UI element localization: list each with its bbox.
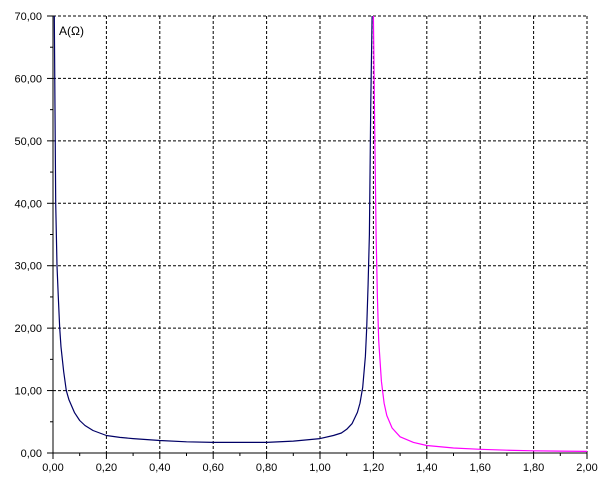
series-line-2 [372,15,588,452]
series-lines [53,15,588,452]
x-tick-label: 0,80 [256,462,277,474]
x-tick-label: 0,00 [42,462,63,474]
x-tick-label: 2,00 [576,462,597,474]
axes [47,15,588,459]
x-tick-label: 1,80 [523,462,544,474]
tick-labels: 0,00 0,20 0,40 0,60 0,80 1,00 1,20 1,40 1,60 1,80… [14,11,597,474]
y-tick-label: 70,00 [14,11,42,23]
y-tick-label: 0,00 [21,448,42,460]
minor-ticks [50,46,561,456]
x-tick-label: 1,40 [416,462,437,474]
y-tick-label: 50,00 [14,136,42,148]
x-tick-label: 1,60 [469,462,490,474]
x-tick-label: 0,40 [149,462,170,474]
grid-lines [53,15,588,453]
y-tick-label: 10,00 [14,386,42,398]
y-tick-label: 30,00 [14,261,42,273]
x-tick-label: 1,20 [363,462,384,474]
y-tick-label: 40,00 [14,198,42,210]
x-tick-label: 1,00 [309,462,330,474]
x-tick-label: 0,20 [96,462,117,474]
y-tick-label: 20,00 [14,323,42,335]
y-axis-label: A(Ω) [59,24,84,38]
series-line-1 [53,15,373,443]
x-tick-label: 0,60 [202,462,223,474]
y-tick-label: 60,00 [14,73,42,85]
